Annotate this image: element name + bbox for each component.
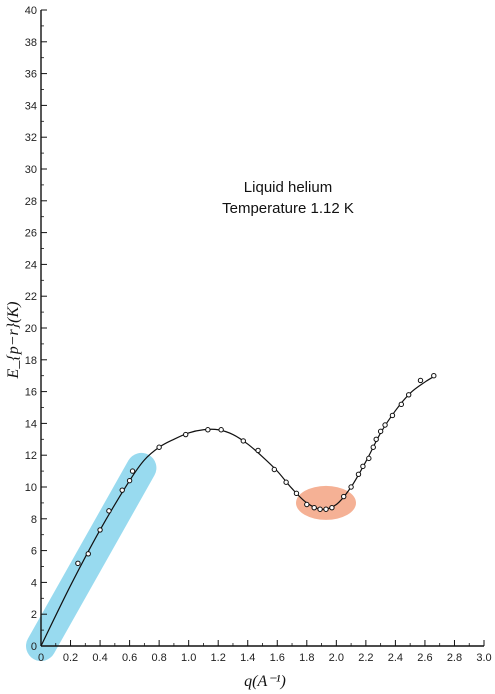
y-tick-label: 40 xyxy=(25,5,37,17)
highlight-phonon-region xyxy=(26,452,157,661)
x-tick-label: 2.8 xyxy=(447,652,462,664)
x-tick-label: 1.4 xyxy=(240,652,255,664)
data-point xyxy=(355,471,362,477)
data-point xyxy=(129,468,136,474)
y-tick-label: 30 xyxy=(25,164,37,176)
y-tick-label: 8 xyxy=(31,514,37,526)
data-point xyxy=(126,477,133,484)
y-tick-label: 0 xyxy=(31,641,37,653)
x-tick-label: 0.6 xyxy=(122,652,137,664)
y-tick-label: 14 xyxy=(25,418,37,430)
data-point xyxy=(417,377,424,384)
data-point xyxy=(360,463,366,470)
data-point xyxy=(271,466,278,473)
y-axis-label: E_{p−r}(K) xyxy=(5,302,22,380)
x-tick-label: 1.0 xyxy=(181,652,196,664)
y-tick-label: 32 xyxy=(25,132,37,144)
y-tick-label: 38 xyxy=(25,37,37,49)
y-tick-label: 22 xyxy=(25,291,37,303)
data-point xyxy=(156,444,162,450)
x-tick-label: 2.4 xyxy=(388,652,403,664)
data-point xyxy=(341,493,347,500)
y-tick-label: 20 xyxy=(25,323,37,335)
data-point xyxy=(75,560,81,567)
y-tick-label: 4 xyxy=(31,577,37,589)
data-point xyxy=(205,427,211,433)
y-tick-label: 34 xyxy=(25,100,37,112)
x-tick-label: 3.0 xyxy=(476,652,491,664)
data-points-layer xyxy=(75,373,437,567)
data-point xyxy=(97,527,103,533)
data-point xyxy=(382,422,388,428)
data-point xyxy=(323,506,329,512)
y-tick-label: 18 xyxy=(25,355,37,367)
x-tick-label: 0.8 xyxy=(151,652,166,664)
x-tick-label: 0.2 xyxy=(63,652,78,664)
data-point xyxy=(106,508,112,514)
highlight-roton-minimum xyxy=(295,485,356,520)
data-point xyxy=(431,373,437,379)
y-tick-label: 6 xyxy=(31,546,37,558)
data-point xyxy=(317,506,323,512)
y-tick-label: 28 xyxy=(25,196,37,208)
x-tick-label: 0 xyxy=(38,652,44,664)
data-point xyxy=(218,427,224,433)
data-point xyxy=(311,504,317,511)
data-point xyxy=(119,487,125,493)
data-point xyxy=(373,436,379,442)
data-point xyxy=(329,504,335,511)
y-tick-label: 16 xyxy=(25,387,37,399)
highlight-layer xyxy=(26,452,356,661)
data-point xyxy=(283,479,289,485)
annotation-line-2: Temperature 1.12 K xyxy=(222,200,354,217)
x-axis-label: q(A⁻¹) xyxy=(244,673,286,690)
data-point xyxy=(398,401,405,408)
data-point xyxy=(255,447,261,454)
data-point xyxy=(389,412,396,419)
data-point xyxy=(377,428,384,435)
x-tick-label: 1.8 xyxy=(299,652,314,664)
data-point xyxy=(304,501,310,508)
data-point xyxy=(348,484,354,490)
y-tick-label: 12 xyxy=(25,450,37,462)
y-tick-label: 36 xyxy=(25,69,37,81)
annotation-line-1: Liquid helium xyxy=(244,179,332,196)
y-tick-label: 24 xyxy=(25,259,37,271)
x-tick-label: 2.6 xyxy=(417,652,432,664)
x-tick-label: 2.2 xyxy=(358,652,373,664)
data-point xyxy=(293,490,300,497)
y-tick-label: 2 xyxy=(31,609,37,621)
data-point xyxy=(370,444,376,450)
x-tick-label: 2.0 xyxy=(329,652,344,664)
y-tick-label: 10 xyxy=(25,482,37,494)
x-tick-label: 0.4 xyxy=(92,652,107,664)
data-point xyxy=(366,455,372,462)
y-tick-label: 26 xyxy=(25,228,37,240)
x-tick-label: 1.6 xyxy=(270,652,285,664)
x-tick-label: 1.2 xyxy=(211,652,226,664)
data-point xyxy=(183,431,189,438)
data-point xyxy=(405,392,412,398)
data-point xyxy=(85,551,91,557)
data-point xyxy=(240,438,247,444)
